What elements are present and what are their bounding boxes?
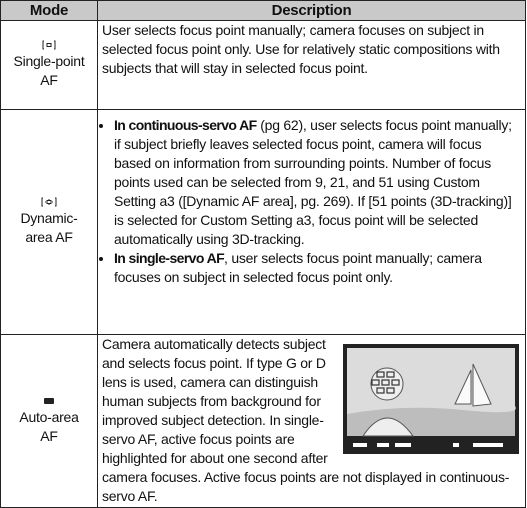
- table-row: Dynamic-area AF In continuous-servo AF (…: [0, 109, 526, 335]
- description-cell: In continuous-servo AF (pg 62), user sel…: [97, 109, 526, 335]
- mode-icon: [41, 197, 57, 207]
- mode-icon: [44, 398, 54, 404]
- bullet-lead: In single-servo AF: [114, 250, 225, 266]
- bullet-text: , user selects focus point manually; cam…: [114, 250, 482, 285]
- table-row: Auto-area AF Camera automatically detect…: [0, 334, 526, 508]
- description-text: Camera automatically detects subject and…: [102, 336, 510, 504]
- mode-label: Single-point AF: [13, 53, 85, 88]
- mode-cell: Auto-area AF: [0, 334, 98, 508]
- mode-cell: Dynamic-area AF: [0, 109, 98, 335]
- mode-label: Auto-area AF: [19, 409, 79, 444]
- bullet-text: (pg 62), user selects focus point manual…: [114, 117, 512, 247]
- mode-label: Dynamic-area AF: [20, 210, 78, 245]
- description-cell: User selects focus point manually; camer…: [97, 20, 526, 110]
- header-cell: Description: [97, 0, 526, 21]
- mode-icon: [42, 40, 56, 50]
- bullet-lead: In continuous-servo AF: [114, 117, 257, 133]
- description-cell: Camera automatically detects subject and…: [97, 334, 526, 508]
- bullet-item: In single-servo AF, user selects focus p…: [114, 249, 521, 287]
- viewfinder-illustration: [343, 344, 519, 454]
- bullet-list: In continuous-servo AF (pg 62), user sel…: [102, 116, 521, 287]
- mode-cell: Single-point AF: [0, 20, 98, 110]
- table-row: Single-point AF User selects focus point…: [0, 20, 526, 110]
- bullet-item: In continuous-servo AF (pg 62), user sel…: [114, 116, 521, 249]
- header-cell: Mode: [0, 0, 98, 21]
- header-row: Mode Description: [0, 0, 526, 21]
